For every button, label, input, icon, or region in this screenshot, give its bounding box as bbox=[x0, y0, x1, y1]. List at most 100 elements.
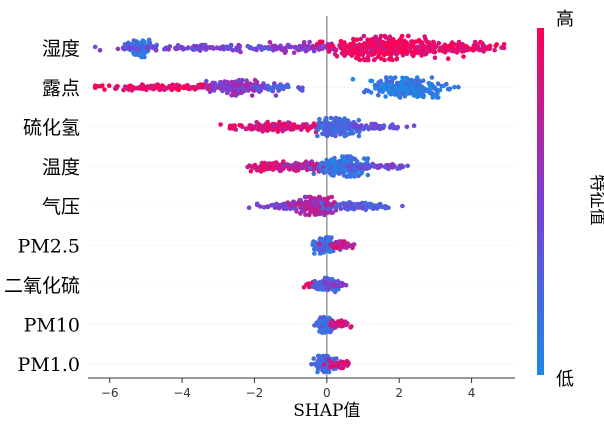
shap-point bbox=[356, 56, 361, 62]
shap-point bbox=[216, 85, 222, 90]
shap-point bbox=[399, 81, 404, 87]
shap-point bbox=[338, 202, 344, 207]
shap-point bbox=[366, 165, 372, 171]
shap-point bbox=[314, 42, 320, 47]
x-tick-label: −6 bbox=[101, 386, 119, 400]
shap-point bbox=[146, 37, 152, 43]
shap-point bbox=[307, 194, 313, 200]
shap-point bbox=[291, 126, 296, 132]
shap-point bbox=[436, 95, 441, 100]
shap-point bbox=[293, 168, 299, 174]
x-tick-label: −2 bbox=[246, 386, 264, 400]
shap-point bbox=[456, 39, 462, 45]
shap-point bbox=[399, 163, 404, 168]
shap-point bbox=[374, 206, 380, 211]
shap-point bbox=[361, 156, 367, 161]
shap-point bbox=[444, 81, 449, 87]
shap-point bbox=[342, 157, 347, 163]
shap-point bbox=[329, 132, 335, 138]
shap-point bbox=[301, 165, 307, 170]
shap-point bbox=[399, 86, 405, 92]
shap-point bbox=[112, 86, 118, 91]
shap-point bbox=[387, 57, 392, 62]
shap-point bbox=[226, 85, 232, 90]
shap-point bbox=[185, 45, 191, 50]
shap-point bbox=[411, 79, 417, 85]
shap-point bbox=[382, 33, 388, 39]
shap-point bbox=[378, 78, 384, 84]
shap-point bbox=[273, 93, 279, 98]
shap-point bbox=[329, 327, 335, 333]
feature-label: 气压 bbox=[42, 196, 80, 218]
shap-point bbox=[175, 83, 181, 89]
shap-point bbox=[301, 285, 307, 290]
shap-point bbox=[297, 86, 303, 91]
shap-point bbox=[140, 43, 146, 49]
shap-point bbox=[265, 84, 270, 90]
shap-point bbox=[276, 126, 282, 131]
shap-point bbox=[309, 362, 314, 367]
shap-point bbox=[354, 159, 360, 164]
shap-point bbox=[204, 45, 210, 50]
shap-point bbox=[302, 124, 308, 129]
shap-point bbox=[230, 126, 236, 131]
shap-point bbox=[338, 45, 344, 51]
shap-point bbox=[435, 81, 441, 87]
shap-point bbox=[176, 87, 181, 93]
shap-point bbox=[375, 38, 380, 43]
shap-point bbox=[374, 82, 379, 88]
shap-point bbox=[349, 157, 355, 162]
shap-point bbox=[368, 90, 374, 95]
shap-point bbox=[339, 323, 344, 329]
shap-point bbox=[381, 123, 387, 128]
shap-point bbox=[442, 42, 448, 48]
shap-point bbox=[359, 170, 365, 176]
shap-point bbox=[373, 121, 378, 127]
shap-point bbox=[326, 357, 331, 363]
shap-point bbox=[400, 203, 405, 209]
shap-point bbox=[447, 87, 452, 92]
shap-point bbox=[318, 168, 323, 174]
shap-point bbox=[245, 88, 250, 93]
shap-point bbox=[262, 160, 268, 166]
shap-point bbox=[317, 116, 322, 122]
shap-point bbox=[153, 44, 159, 50]
shap-point bbox=[204, 78, 209, 84]
shap-point bbox=[312, 278, 318, 284]
shap-point bbox=[254, 120, 259, 125]
shap-point bbox=[245, 164, 250, 170]
shap-point bbox=[286, 162, 291, 168]
shap-point bbox=[348, 43, 353, 49]
shap-point bbox=[356, 117, 362, 123]
shap-point bbox=[422, 34, 428, 39]
shap-point bbox=[480, 41, 485, 46]
shap-point bbox=[312, 251, 317, 256]
shap-point bbox=[477, 47, 482, 52]
shap-point bbox=[325, 327, 331, 333]
shap-point bbox=[462, 44, 468, 49]
shap-point bbox=[326, 44, 332, 50]
shap-point bbox=[197, 48, 203, 53]
shap-point bbox=[270, 127, 276, 133]
shap-point bbox=[281, 85, 286, 90]
shap-point bbox=[388, 47, 394, 53]
colorbar: 高 低 特征值 bbox=[537, 9, 604, 390]
shap-point bbox=[135, 47, 141, 53]
shap-point bbox=[239, 85, 245, 91]
shap-point bbox=[256, 165, 262, 170]
shap-point bbox=[231, 89, 237, 94]
shap-point bbox=[311, 121, 317, 126]
shap-point bbox=[272, 123, 277, 129]
shap-point bbox=[338, 126, 344, 131]
shap-point bbox=[392, 46, 398, 52]
shap-point bbox=[254, 47, 259, 53]
shap-point bbox=[270, 43, 275, 49]
shap-point bbox=[362, 163, 367, 168]
shap-point bbox=[452, 84, 457, 90]
shap-point bbox=[334, 53, 340, 59]
shap-point bbox=[353, 171, 359, 176]
shap-point bbox=[146, 85, 151, 90]
shap-point bbox=[134, 39, 139, 44]
shap-point bbox=[166, 47, 171, 52]
shap-point bbox=[319, 200, 324, 206]
